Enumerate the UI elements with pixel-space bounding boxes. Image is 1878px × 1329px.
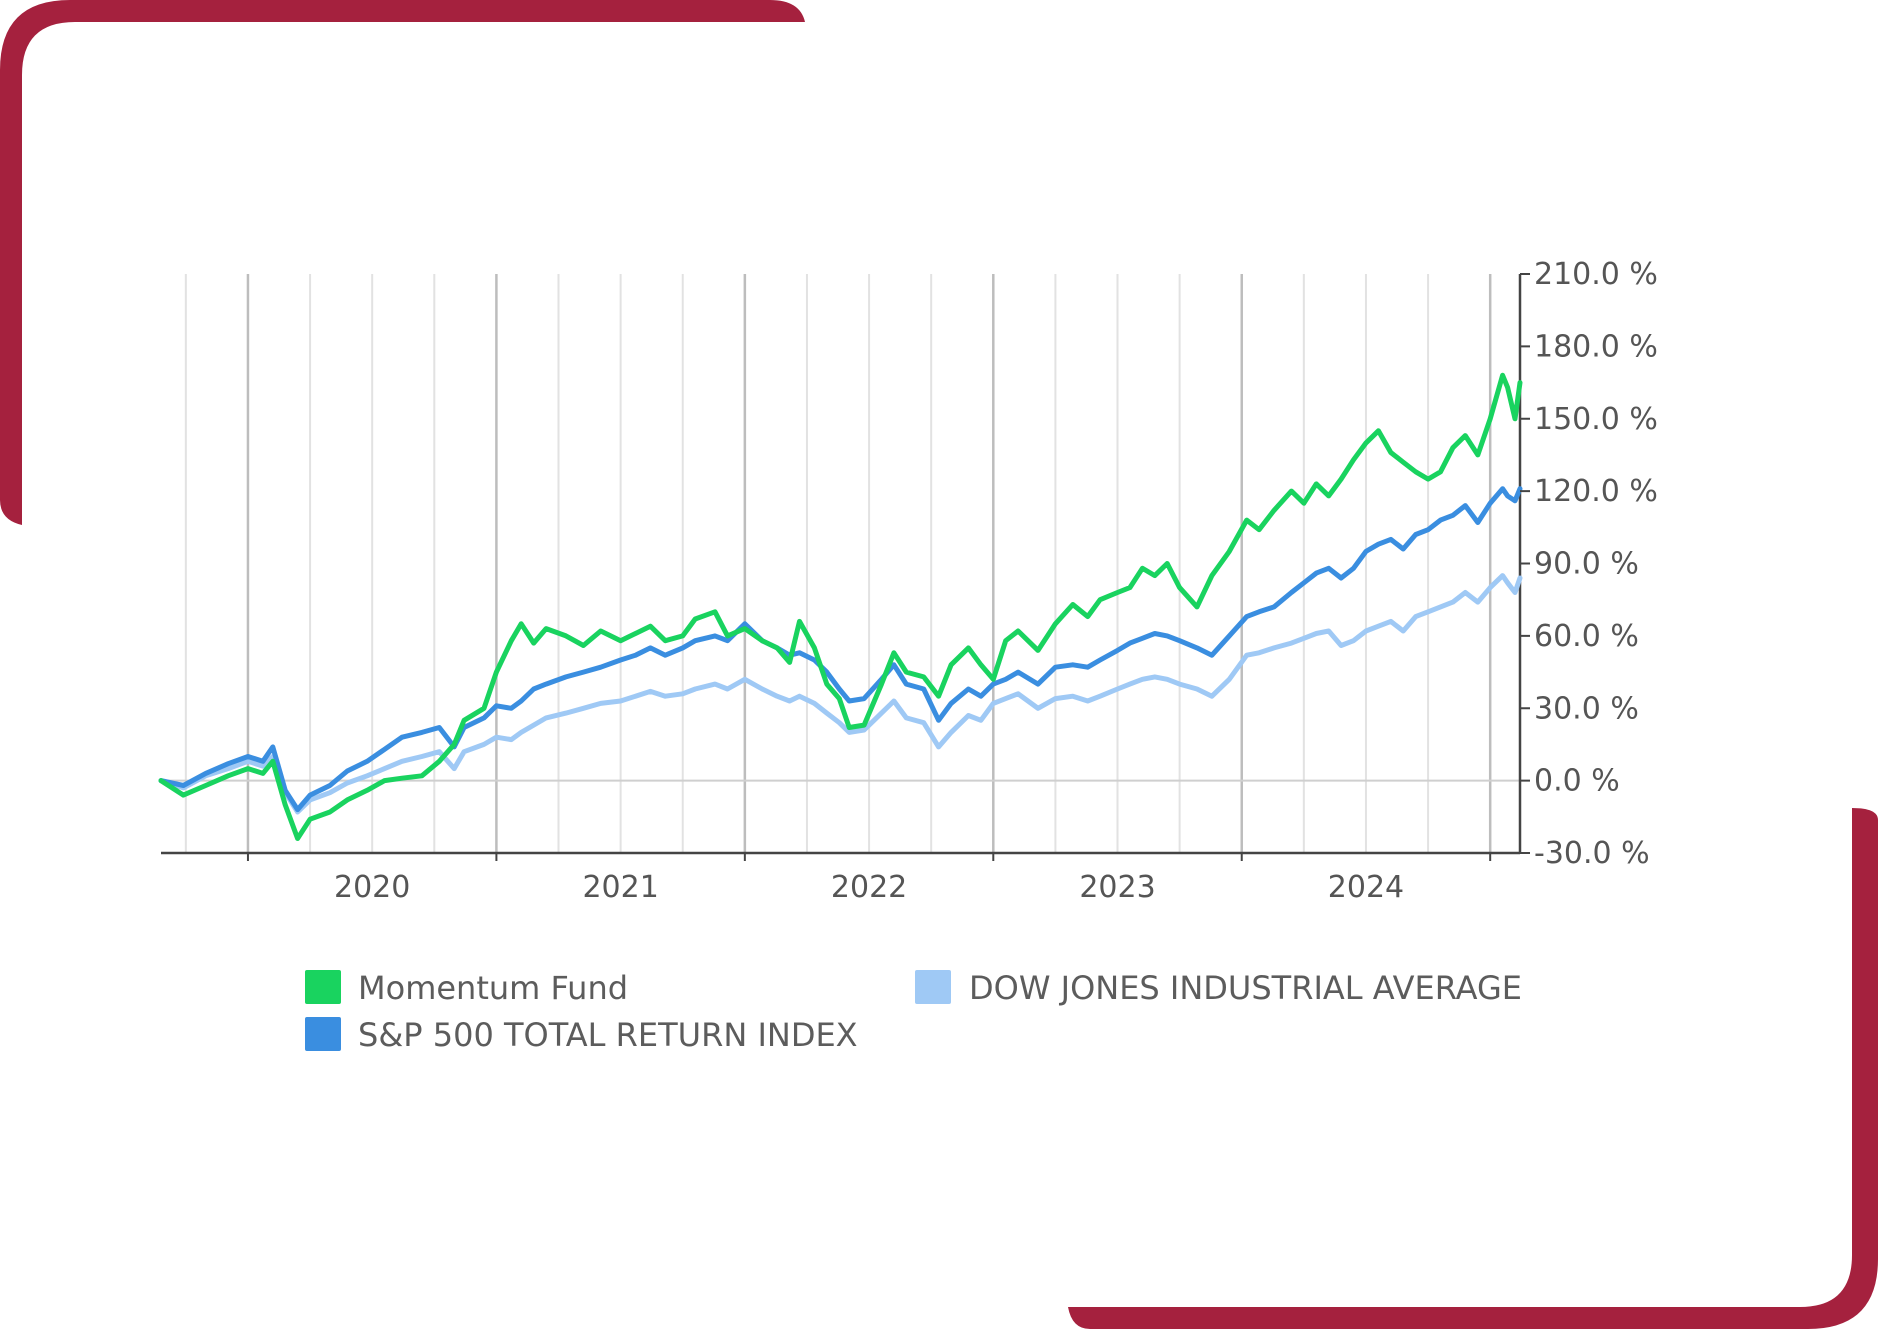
legend-item-dow-jones: DOW JONES INDUSTRIAL AVERAGE (915, 969, 1522, 1007)
x-axis-ticks: 2020 2021 2022 2023 2024 (246, 853, 1492, 905)
y-axis-ticks: 210.0 % 180.0 % 150.0 % 120.0 % 90.0 % 60.0 %… (1520, 257, 1658, 871)
x-tick-label-2021: 2021 (582, 870, 658, 905)
y-tick-label-0: 210.0 % (1534, 257, 1658, 292)
y-tick-label-1: 180.0 % (1534, 329, 1658, 364)
legend-swatch-momentum-fund (305, 970, 341, 1004)
y-tick-label-3: 120.0 % (1534, 474, 1658, 509)
legend-swatch-dow-jones (915, 970, 951, 1004)
series-line-sp500 (158, 486, 1523, 813)
series-line-dow-jones (158, 573, 1523, 815)
gridlines (161, 274, 1520, 853)
x-tick-label-2020: 2020 (334, 870, 410, 905)
series-line-momentum-fund (158, 372, 1523, 841)
y-tick-label-4: 90.0 % (1534, 547, 1639, 582)
legend-label-dow-jones: DOW JONES INDUSTRIAL AVERAGE (969, 969, 1522, 1007)
legend: Momentum Fund S&P 500 TOTAL RETURN INDEX… (305, 969, 1522, 1054)
y-tick-label-7: 0.0 % (1534, 764, 1620, 799)
y-tick-label-6: 30.0 % (1534, 691, 1639, 726)
y-tick-label-5: 60.0 % (1534, 619, 1639, 654)
x-tick-label-2022: 2022 (831, 870, 907, 905)
legend-swatch-sp500 (305, 1017, 341, 1051)
x-tick-label-2023: 2023 (1079, 870, 1155, 905)
y-tick-label-8: -30.0 % (1534, 836, 1650, 871)
legend-label-momentum-fund: Momentum Fund (358, 969, 628, 1007)
axes (161, 274, 1522, 855)
series-lines (158, 372, 1523, 841)
legend-label-sp500: S&P 500 TOTAL RETURN INDEX (358, 1016, 858, 1054)
legend-item-momentum-fund: Momentum Fund (305, 969, 628, 1007)
legend-item-sp500: S&P 500 TOTAL RETURN INDEX (305, 1016, 858, 1054)
y-tick-label-2: 150.0 % (1534, 402, 1658, 437)
x-tick-label-2024: 2024 (1328, 870, 1404, 905)
